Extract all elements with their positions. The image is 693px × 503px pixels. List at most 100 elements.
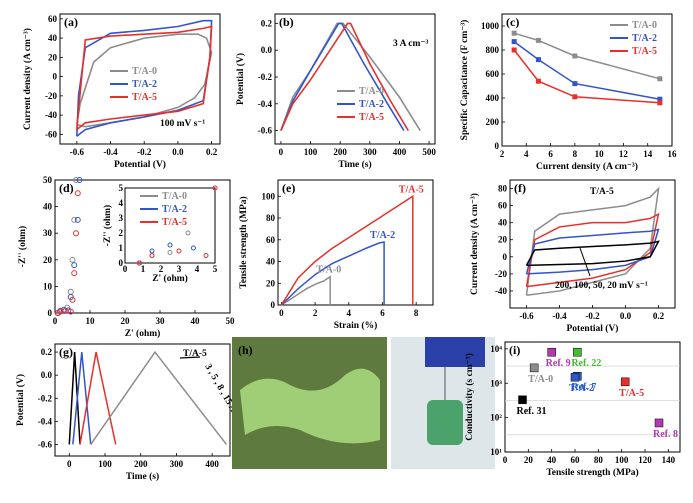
x-tick-label: 4	[347, 308, 352, 318]
legend-label: T/A-5	[359, 112, 384, 123]
legend-label: T/A-2	[162, 204, 187, 215]
scan-rate-annotation: 200, 100, 50, 20 mV s⁻¹	[555, 281, 648, 291]
y-tick-label: -20	[45, 91, 57, 101]
y-tick-label: 0.0	[261, 45, 273, 55]
x-tick-label: 50	[226, 316, 236, 326]
y-tick-label: 40	[498, 218, 508, 228]
x-tick-label: -0.6	[519, 311, 534, 321]
x-tick-label: 6	[380, 308, 385, 318]
data-point	[74, 216, 81, 223]
y-axis-label: Specific Capacitance (F cm⁻³)	[459, 20, 470, 141]
x-tick-label: 12	[619, 149, 629, 159]
data-point	[73, 230, 79, 237]
inset-data-point	[167, 242, 173, 248]
inset-x-tick-label: 4	[195, 264, 200, 274]
data-point	[573, 347, 582, 357]
data-point	[67, 288, 74, 295]
y-tick-label: 10⁴	[490, 344, 502, 354]
legend-label: T/A-0	[359, 86, 384, 97]
data-point	[657, 100, 663, 106]
y-axis-label: Current density (A cm⁻³)	[22, 28, 33, 130]
panel-letter-f: (f)	[514, 181, 526, 195]
y-axis-label: Tensile strength (MPa)	[238, 196, 249, 288]
y-tick-label: 20	[43, 255, 53, 265]
x-tick-label: 4	[524, 149, 529, 159]
y-tick-label: -0.4	[258, 99, 273, 109]
y-tick-label: 0.2	[41, 347, 53, 357]
data-point	[572, 81, 578, 87]
y-tick-label: 200	[486, 117, 500, 127]
data-point	[73, 177, 79, 183]
inset-data-point	[190, 245, 196, 251]
legend-label: T/A-2	[359, 99, 384, 110]
data-point	[657, 76, 663, 82]
y-tick-label: 80	[266, 213, 276, 223]
y-tick-label: 0	[271, 300, 276, 310]
x-tick-label: 80	[594, 455, 604, 465]
y-tick-label: 600	[486, 69, 500, 79]
x-tick-label: 30	[156, 316, 166, 326]
data-point	[71, 262, 78, 269]
series-end-label: T/A-5	[399, 184, 424, 195]
inset-x-tick-label: 2	[159, 264, 164, 274]
y-tick-label: 40	[43, 202, 53, 212]
y-tick-label: -0.4	[38, 416, 53, 426]
y-axis-label: Potential (V)	[15, 374, 26, 426]
inset-data-point	[149, 248, 155, 254]
series-line	[525, 228, 660, 275]
data-point	[570, 372, 580, 382]
x-tick-label: 120	[638, 455, 652, 465]
x-tick-label: 2	[313, 308, 318, 318]
point-label: Ref. 9	[546, 358, 571, 369]
inset-x-tick-label: 0	[123, 264, 128, 274]
data-point	[69, 296, 76, 303]
data-point	[547, 347, 556, 357]
panel-f: -0.6 -0.4 -0.2 0.0 0.2 -40 -20 0 20 40 60 80 Potenti…	[469, 179, 676, 334]
series-end-label: T/A-0	[316, 265, 341, 276]
x-tick-label: 300	[170, 459, 184, 469]
series-line	[280, 22, 409, 132]
x-tick-label: 10	[595, 149, 605, 159]
point-label: T/A-5	[619, 388, 644, 399]
y-tick-label: -60	[45, 129, 57, 139]
x-tick-label: 8	[573, 149, 578, 159]
x-tick-label: 20	[524, 455, 534, 465]
photo-toy-car	[427, 400, 463, 445]
inset-y-tick-label: 0	[119, 258, 124, 268]
y-tick-label: 30	[43, 228, 53, 238]
series-line	[513, 40, 660, 100]
x-tick-label: 40	[547, 455, 557, 465]
x-tick-label: 140	[662, 455, 676, 465]
annotation-arrow	[179, 356, 201, 359]
current-density-annotation: 3 A cm⁻³	[393, 39, 428, 49]
x-tick-label: 200	[134, 459, 148, 469]
inset-y-label: -Z'' (ohm)	[102, 205, 113, 246]
y-tick-label: 0.2	[261, 18, 273, 28]
y-tick-label: 60	[498, 201, 508, 211]
inset-x-label: Z' (ohm)	[152, 273, 188, 284]
series-line	[525, 240, 660, 267]
panel-letter-a: (a)	[64, 15, 78, 29]
x-tick-label: 16	[668, 149, 678, 159]
data-point	[535, 57, 541, 63]
x-tick-label: 20	[121, 316, 131, 326]
series-line	[525, 186, 660, 296]
data-point	[511, 47, 517, 53]
point-label: Ref. 8	[653, 429, 678, 440]
panel-b: 0 100 200 300 400 500 -0.6 -0.4 -0.2 0.0 0.2 Time (…	[235, 13, 436, 170]
point-label: Ref. 22	[571, 358, 601, 369]
series-line	[76, 19, 213, 137]
y-tick-label: -40	[45, 110, 57, 120]
series-line	[280, 275, 331, 306]
inset-data-point	[149, 253, 155, 258]
legend-label: T/A-0	[132, 66, 157, 77]
series-line	[513, 49, 660, 104]
panel-letter-e: (e)	[282, 181, 295, 195]
x-tick-label: 100	[98, 459, 112, 469]
x-tick-label: -0.4	[103, 147, 118, 157]
inset-x-tick-label: 3	[177, 264, 182, 274]
x-tick-label: 60	[571, 455, 581, 465]
scan-rate-annotation: 100 mV s⁻¹	[160, 119, 205, 129]
panel-c: 2 4 6 8 10 12 14 16 0 200 400 600 800 1000 Current den…	[459, 13, 678, 172]
x-axis-label: Time (s)	[338, 159, 371, 170]
